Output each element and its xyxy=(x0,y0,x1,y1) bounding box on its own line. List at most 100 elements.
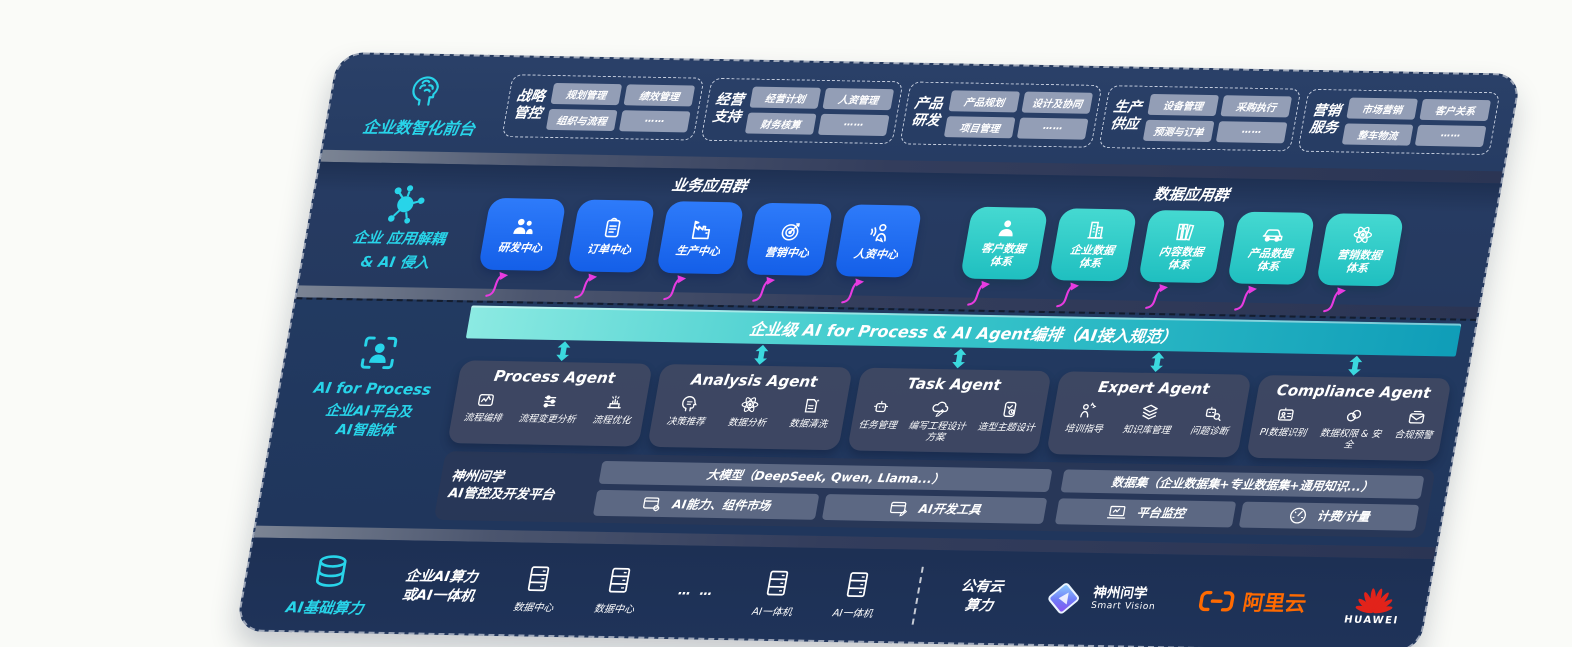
agent-capability: PI数据识别 xyxy=(1259,404,1312,439)
id-card-icon xyxy=(1275,404,1299,424)
infra-title: AI基础算力 xyxy=(284,597,365,618)
layers-icon xyxy=(1138,402,1162,422)
vendor-huawei: HUAWEI xyxy=(1343,581,1405,626)
infrastructure-band: AI基础算力 企业AI算力 或AI一体机 数据中心 xyxy=(237,537,1434,647)
group-title: 营销 服务 xyxy=(1308,103,1342,137)
datacenter-node: 数据中心 xyxy=(593,565,642,615)
atom-icon xyxy=(738,394,762,414)
front-stage-band: 企业数智化前台 战略 管控 规划管理 绩效管理 组织与流程 …… xyxy=(322,54,1520,172)
module-pill: 绩效管理 xyxy=(623,83,696,106)
group-title: 经营 支持 xyxy=(711,92,746,126)
tile-marketing-center: 营销中心 xyxy=(744,202,834,276)
tile-enterprise-data: 企业数据 体系 xyxy=(1048,208,1138,282)
module-pill: 组织与流程 xyxy=(545,108,618,131)
link-shield-icon xyxy=(1342,406,1366,426)
tile-hr-center: 人资中心 xyxy=(833,204,923,278)
flow-arrow xyxy=(1145,284,1168,309)
app-code-icon xyxy=(886,499,911,517)
front-stage-title: 企业数智化前台 xyxy=(361,116,477,138)
ai-platform-band: AI for Process 企业AI平台及 AI智能体 企业级 AI for P… xyxy=(256,297,1477,547)
module-pill: 产品规划 xyxy=(948,89,1021,112)
group-product-rd: 产品 研发 产品规划 设计及协同 项目管理 …… xyxy=(899,80,1103,148)
agent-capability: 数据权限 & 安全 xyxy=(1314,405,1388,452)
tile-product-data: 产品数据 体系 xyxy=(1226,211,1316,285)
module-pill: 客户关系 xyxy=(1419,98,1492,121)
tile-cell: 客户数据 体系 xyxy=(955,206,1049,308)
monitor-icon xyxy=(1104,503,1129,521)
module-pill: 财务核算 xyxy=(744,112,817,135)
tile-cell: 产品数据 体系 xyxy=(1222,211,1316,313)
module-pill: …… xyxy=(1016,117,1089,140)
agent-capability: 知识库管理 xyxy=(1122,402,1176,437)
tile-customer-data: 客户数据 体系 xyxy=(959,206,1049,280)
team-icon xyxy=(509,214,539,238)
tile-cell: 营销中心 xyxy=(740,202,834,304)
scan-person-icon xyxy=(353,330,405,375)
expert-agent-box: Expert Agent 培训指导 xyxy=(1046,371,1252,458)
platform-monitor-cell: 平台监控 xyxy=(1054,498,1236,528)
module-pill: 经营计划 xyxy=(749,86,822,109)
flow-arrow xyxy=(967,280,991,306)
agent-capability: 培训指导 xyxy=(1064,400,1108,435)
module-pill: 采购执行 xyxy=(1220,94,1293,117)
tile-rd-center: 研发中心 xyxy=(477,197,567,271)
datacenter-node: 数据中心 xyxy=(512,563,561,614)
agent-capability: 流程编排 xyxy=(463,389,507,424)
decision-head-icon xyxy=(677,393,701,413)
smart-vision-logo xyxy=(1039,577,1088,620)
double-arrow-icon xyxy=(462,339,664,363)
server-icon xyxy=(522,563,555,593)
tile-production-center: 生产中心 xyxy=(655,201,745,275)
group-strategy: 战略 管控 规划管理 绩效管理 组织与流程 …… xyxy=(501,73,705,141)
group-title: 产品 研发 xyxy=(910,95,945,130)
tile-cell: 内容数据 体系 xyxy=(1133,209,1227,311)
ai-appliance-node: AI一体机 xyxy=(832,569,881,620)
data-app-group: 数据应用群 客户数据 体系 xyxy=(955,178,1410,315)
agent-capability: 合规预警 xyxy=(1393,407,1437,442)
ai-capability-market-cell: AI能力、组件市场 xyxy=(592,489,819,520)
hr-people-icon xyxy=(865,220,895,244)
module-pill: 预测与订单 xyxy=(1142,119,1215,142)
ai-appliance-node: AI一体机 xyxy=(751,568,800,618)
agent-capability: 流程变更分析 xyxy=(518,390,581,425)
flow-arrow xyxy=(1234,285,1257,311)
books-icon xyxy=(1171,221,1199,243)
module-pill: 设备管理 xyxy=(1147,93,1220,116)
factory-icon xyxy=(687,217,717,241)
car-icon xyxy=(1258,222,1290,244)
app-layer-label-block: 企业 应用解耦 & AI 侵入 xyxy=(309,182,493,274)
llm-bar: 大模型（DeepSeek, Qwen, Llama...） xyxy=(598,460,1053,492)
analysis-agent-box: Analysis Agent 决策推荐 xyxy=(647,363,853,451)
group-marketing: 营销 服务 市场营销 客户关系 整车物流 …… xyxy=(1297,88,1501,155)
module-pill: 整车物流 xyxy=(1341,122,1414,146)
agent-capability: 造型主题设计 xyxy=(977,399,1040,434)
module-pill: 项目管理 xyxy=(943,115,1016,138)
ai-layer-label-block: AI for Process 企业AI平台及 AI智能体 xyxy=(266,299,472,519)
platform-right-column: 数据集（企业数据集+专业数据集+通用知识...） 平台监控 xyxy=(1054,469,1425,531)
flow-arrow xyxy=(752,276,776,302)
group-title: 生产 供应 xyxy=(1109,99,1143,133)
person-icon xyxy=(993,217,1021,239)
atom-icon xyxy=(1349,224,1377,246)
server-icon xyxy=(841,569,874,599)
cloud-edit-icon xyxy=(929,398,953,418)
enterprise-compute-label: 企业AI算力 或AI一体机 xyxy=(400,568,480,605)
molecule-icon xyxy=(379,183,432,226)
workflow-icon xyxy=(474,390,498,410)
tile-content-data: 内容数据 体系 xyxy=(1137,209,1227,284)
agent-capability: 编写工程设计方案 xyxy=(901,398,975,445)
double-arrow-icon xyxy=(660,343,862,367)
module-pill: …… xyxy=(1215,120,1288,143)
dataset-bar: 数据集（企业数据集+专业数据集+通用知识...） xyxy=(1060,469,1425,499)
diagnose-icon xyxy=(1201,403,1225,423)
clean-doc-icon xyxy=(800,396,824,416)
ai-layer-title-cn: 企业AI平台及 AI智能体 xyxy=(324,402,413,439)
app-gear-icon xyxy=(640,494,665,512)
group-operation: 经营 支持 经营计划 人资管理 财务核算 …… xyxy=(700,77,904,144)
double-arrow-icon xyxy=(1056,350,1258,374)
module-pill: 市场营销 xyxy=(1346,97,1419,120)
business-group-title: 业务应用群 xyxy=(670,176,749,196)
front-stage-label-block: 企业数智化前台 xyxy=(333,68,513,140)
task-agent-box: Task Agent 任务管理 xyxy=(846,367,1053,454)
